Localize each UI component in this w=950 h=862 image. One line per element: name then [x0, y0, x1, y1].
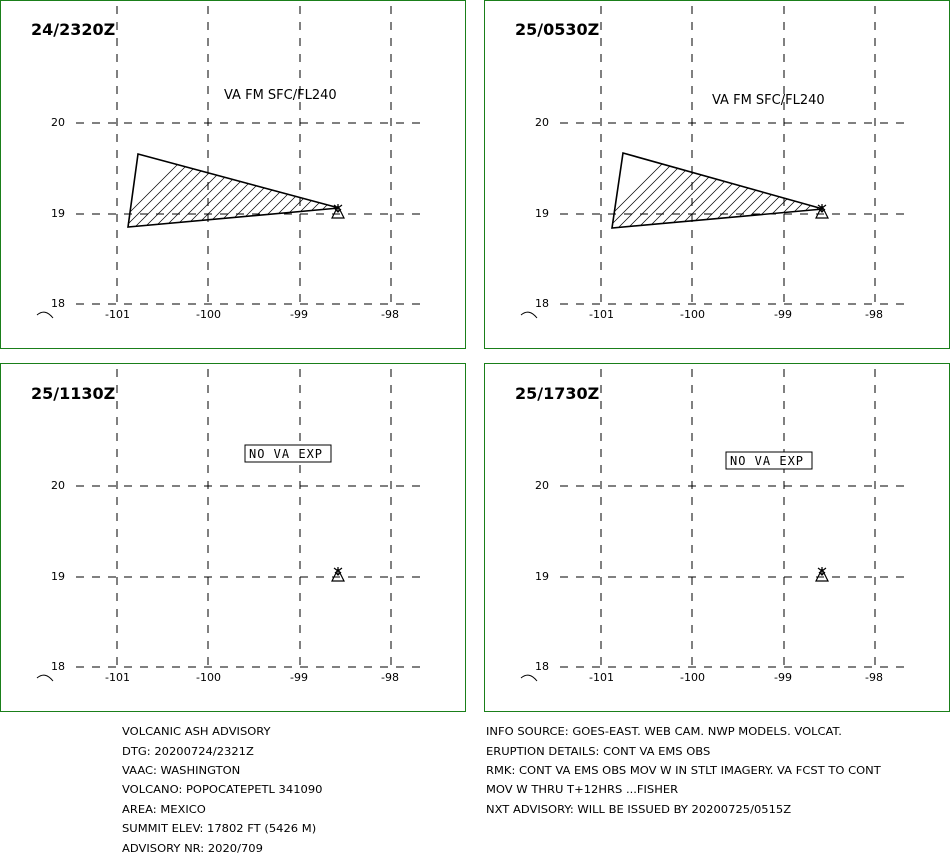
lon-label-101: -101: [105, 671, 130, 684]
no-ash-box: [725, 451, 813, 470]
volcano-icon: [331, 204, 345, 219]
ash-cloud-polygon: [611, 151, 824, 229]
lat-label-20: 20: [51, 116, 65, 129]
timestamp: 25/0530Z: [515, 20, 599, 39]
lon-label-100: -100: [680, 308, 705, 321]
advisory-info-source: INFO SOURCE: GOES-EAST. WEB CAM. NWP MOD…: [486, 724, 842, 739]
lon-label-99: -99: [774, 308, 792, 321]
coastline: [36, 674, 54, 682]
lon-label-98: -98: [865, 308, 883, 321]
lat-label-19: 19: [51, 207, 65, 220]
forecast-panel-2: 20 19 18 -101 -100 -99 -98: [484, 0, 950, 349]
lat-label-18: 18: [535, 660, 549, 673]
lon-label-101: -101: [589, 308, 614, 321]
ash-level-label: VA FM SFC/FL240: [712, 93, 825, 108]
lon-label-99: -99: [290, 308, 308, 321]
ash-cloud-polygon: [127, 152, 340, 228]
advisory-number: ADVISORY NR: 2020/709: [122, 841, 263, 855]
lat-label-20: 20: [535, 479, 549, 492]
volcano-icon: [331, 567, 345, 582]
lon-label-100: -100: [196, 671, 221, 684]
advisory-volcano: VOLCANO: POPOCATEPETL 341090: [122, 782, 323, 797]
lat-label-19: 19: [51, 570, 65, 583]
graticule: [560, 369, 905, 668]
advisory-summit-elev: SUMMIT ELEV: 17802 FT (5426 M): [122, 821, 317, 836]
lon-label-101: -101: [105, 308, 130, 321]
map-3: 20 19 18 -101 -100 -99 -98 25/1130Z NO V…: [31, 369, 421, 684]
timestamp: 25/1130Z: [31, 384, 115, 403]
map-2: 20 19 18 -101 -100 -99 -98: [515, 6, 905, 321]
forecast-panel-3: 20 19 18 -101 -100 -99 -98 25/1130Z NO V…: [0, 363, 466, 712]
lon-label-99: -99: [774, 671, 792, 684]
forecast-panel-4: 20 19 18 -101 -100 -99 -98 25/1730Z NO V…: [484, 363, 950, 712]
coastline: [520, 311, 538, 319]
lon-label-98: -98: [865, 671, 883, 684]
volcano-icon: [815, 204, 829, 219]
graticule: [76, 369, 421, 668]
map-4: 20 19 18 -101 -100 -99 -98 25/1730Z NO V…: [515, 369, 905, 684]
timestamp: 24/2320Z: [31, 20, 115, 39]
map-1: 20 19 18 -101 -100 -99 -98: [31, 6, 421, 321]
advisory-remarks-cont: MOV W THRU T+12HRS ...FISHER: [486, 782, 679, 797]
ash-level-label: VA FM SFC/FL240: [224, 88, 337, 103]
advisory-eruption-details: ERUPTION DETAILS: CONT VA EMS OBS: [486, 744, 711, 758]
lat-label-20: 20: [51, 479, 65, 492]
lat-label-20: 20: [535, 116, 549, 129]
advisory-details-block: INFO SOURCE: GOES-EAST. WEB CAM. NWP MOD…: [486, 717, 881, 824]
no-ash-label: NO VA EXP: [730, 454, 804, 468]
graticule: [76, 6, 421, 305]
lon-label-98: -98: [381, 671, 399, 684]
advisory-remarks: RMK: CONT VA EMS OBS MOV W IN STLT IMAGE…: [486, 763, 881, 777]
lon-label-101: -101: [589, 671, 614, 684]
lat-label-18: 18: [535, 297, 549, 310]
lat-label-19: 19: [535, 570, 549, 583]
forecast-panel-1: 20 19 18 -101 -100 -99 -98: [0, 0, 466, 349]
advisory-vaac: VAAC: WASHINGTON: [122, 763, 241, 777]
lon-label-99: -99: [290, 671, 308, 684]
volcano-icon: [815, 567, 829, 582]
lat-label-18: 18: [51, 660, 65, 673]
no-ash-box: [244, 444, 332, 463]
advisory-header-block: VOLCANIC ASH ADVISORY DTG: 20200724/2321…: [122, 717, 322, 862]
lat-label-18: 18: [51, 297, 65, 310]
lon-label-100: -100: [680, 671, 705, 684]
lon-label-98: -98: [381, 308, 399, 321]
advisory-dtg: DTG: 20200724/2321Z: [122, 744, 254, 758]
advisory-title: VOLCANIC ASH ADVISORY: [122, 724, 271, 739]
advisory-area: AREA: MEXICO: [122, 802, 206, 816]
graticule: [560, 6, 905, 305]
advisory-next: NXT ADVISORY: WILL BE ISSUED BY 20200725…: [486, 802, 792, 816]
lon-label-100: -100: [196, 308, 221, 321]
lat-label-19: 19: [535, 207, 549, 220]
coastline: [36, 311, 54, 319]
coastline: [520, 674, 538, 682]
no-ash-label: NO VA EXP: [249, 447, 323, 461]
timestamp: 25/1730Z: [515, 384, 599, 403]
